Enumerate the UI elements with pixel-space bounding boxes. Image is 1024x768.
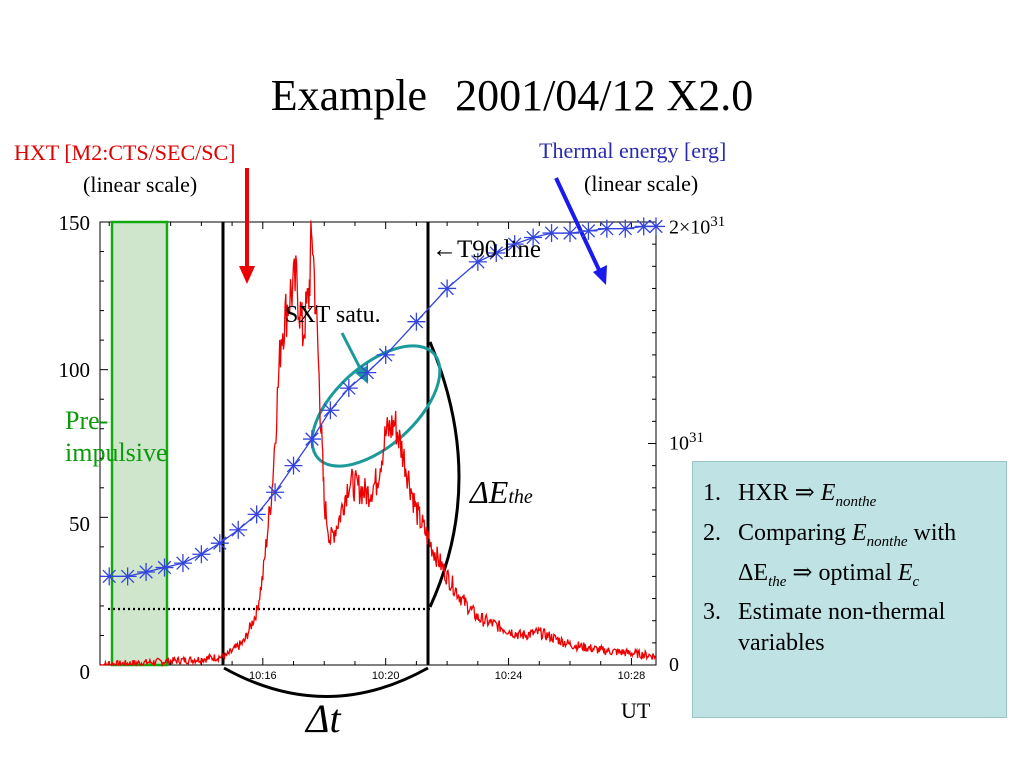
thermal-data-point [229,520,248,539]
x-tick-label: 10:16 [249,670,277,682]
thermal-data-point [155,558,174,577]
x-axis-unit-label: UT [621,698,651,723]
left-y-tick: 50 [69,512,90,536]
thermal-data-point [524,228,543,247]
thermal-data-point [376,345,395,364]
thermal-data-point [339,379,358,398]
right-y-tick-zero: 0 [669,654,679,676]
thermal-data-point [321,401,340,420]
right-y-tick-mid: 1031 [669,430,704,455]
sxt-saturation-label: SXT satu. [285,302,381,328]
info-list: 1. HXR ⇒ Enonthe 2. Comparing Enonthe wi… [703,478,1003,659]
sxt-saturation-ellipse [310,344,442,468]
x-tick-label: 10:28 [618,670,646,682]
left-y-tick: 0 [79,660,91,684]
thermal-data-point [616,219,635,238]
pre-impulsive-label: Pre- impulsive [65,406,168,467]
hxt-arrowhead [239,266,255,284]
x-tick-label: 10:20 [372,670,400,682]
delta-t-bracket [223,666,429,698]
thermal-series-line [109,225,656,578]
thermal-data-point [560,224,579,243]
thermal-data-point [192,545,211,564]
title-word: Example [270,71,428,120]
t90-line-label: ←T90 line [432,236,542,263]
thermal-data-point [118,567,137,586]
thermal-data-point [597,219,616,238]
info-box: 1. HXR ⇒ Enonthe 2. Comparing Enonthe wi… [692,461,1007,718]
thermal-data-point [358,363,377,382]
x-tick-label: 10:24 [495,670,523,682]
thermal-data-point [210,534,229,553]
chart-x-ticks: 10:16 10:20 10:24 10:28 [249,670,645,682]
thermal-data-point [487,244,506,263]
list-item: 2. Comparing Enonthe with ΔEthe ⇒ optima… [703,519,957,590]
thermal-scale-note: (linear scale) [584,171,699,196]
list-item: 1. HXR ⇒ Enonthe [703,480,877,510]
thermal-data-point [137,562,156,581]
chart-overlays [108,168,607,698]
hxt-series-label: HXT [M2:CTS/SEC/SC] [14,140,236,165]
thermal-data-point [407,312,426,331]
right-y-tick-top: 2×1031 [669,214,726,239]
thermal-data-point [505,235,524,254]
thermal-data-point [302,430,321,449]
delta-e-thermal-label: ΔEthe [470,474,533,510]
pre-impulsive-band [110,220,169,667]
left-y-tick: 150 [58,211,91,235]
delta-t-label: Δt [306,696,341,741]
thermal-data-point [247,505,266,524]
thermal-data-point [647,217,665,236]
thermal-data-point [542,224,561,243]
list-item: 3. Estimate non-thermal variables [703,599,946,657]
thermal-series-label: Thermal energy [erg] [539,138,727,163]
hxt-scale-note: (linear scale) [83,172,198,197]
thermal-data-point [173,554,192,573]
sxt-pointer-arrow [340,332,364,373]
thermal-arrow [554,177,602,273]
thermal-data-point [468,252,487,271]
page-title: Example 2001/04/12 X2.0 [0,70,1024,121]
plot-frame [99,221,657,666]
thermal-data-point [266,483,285,502]
chart-series [99,217,665,668]
chart-axes [99,221,657,666]
left-y-tick: 100 [58,358,91,382]
hxt-series-line [99,220,656,668]
thermal-arrowhead [593,265,607,285]
thermal-data-point [579,221,598,240]
thermal-data-point [100,567,119,586]
thermal-data-point [438,279,457,298]
thermal-data-point [284,456,303,475]
title-event: 2001/04/12 X2.0 [455,71,754,120]
delta-e-bracket [428,341,461,608]
